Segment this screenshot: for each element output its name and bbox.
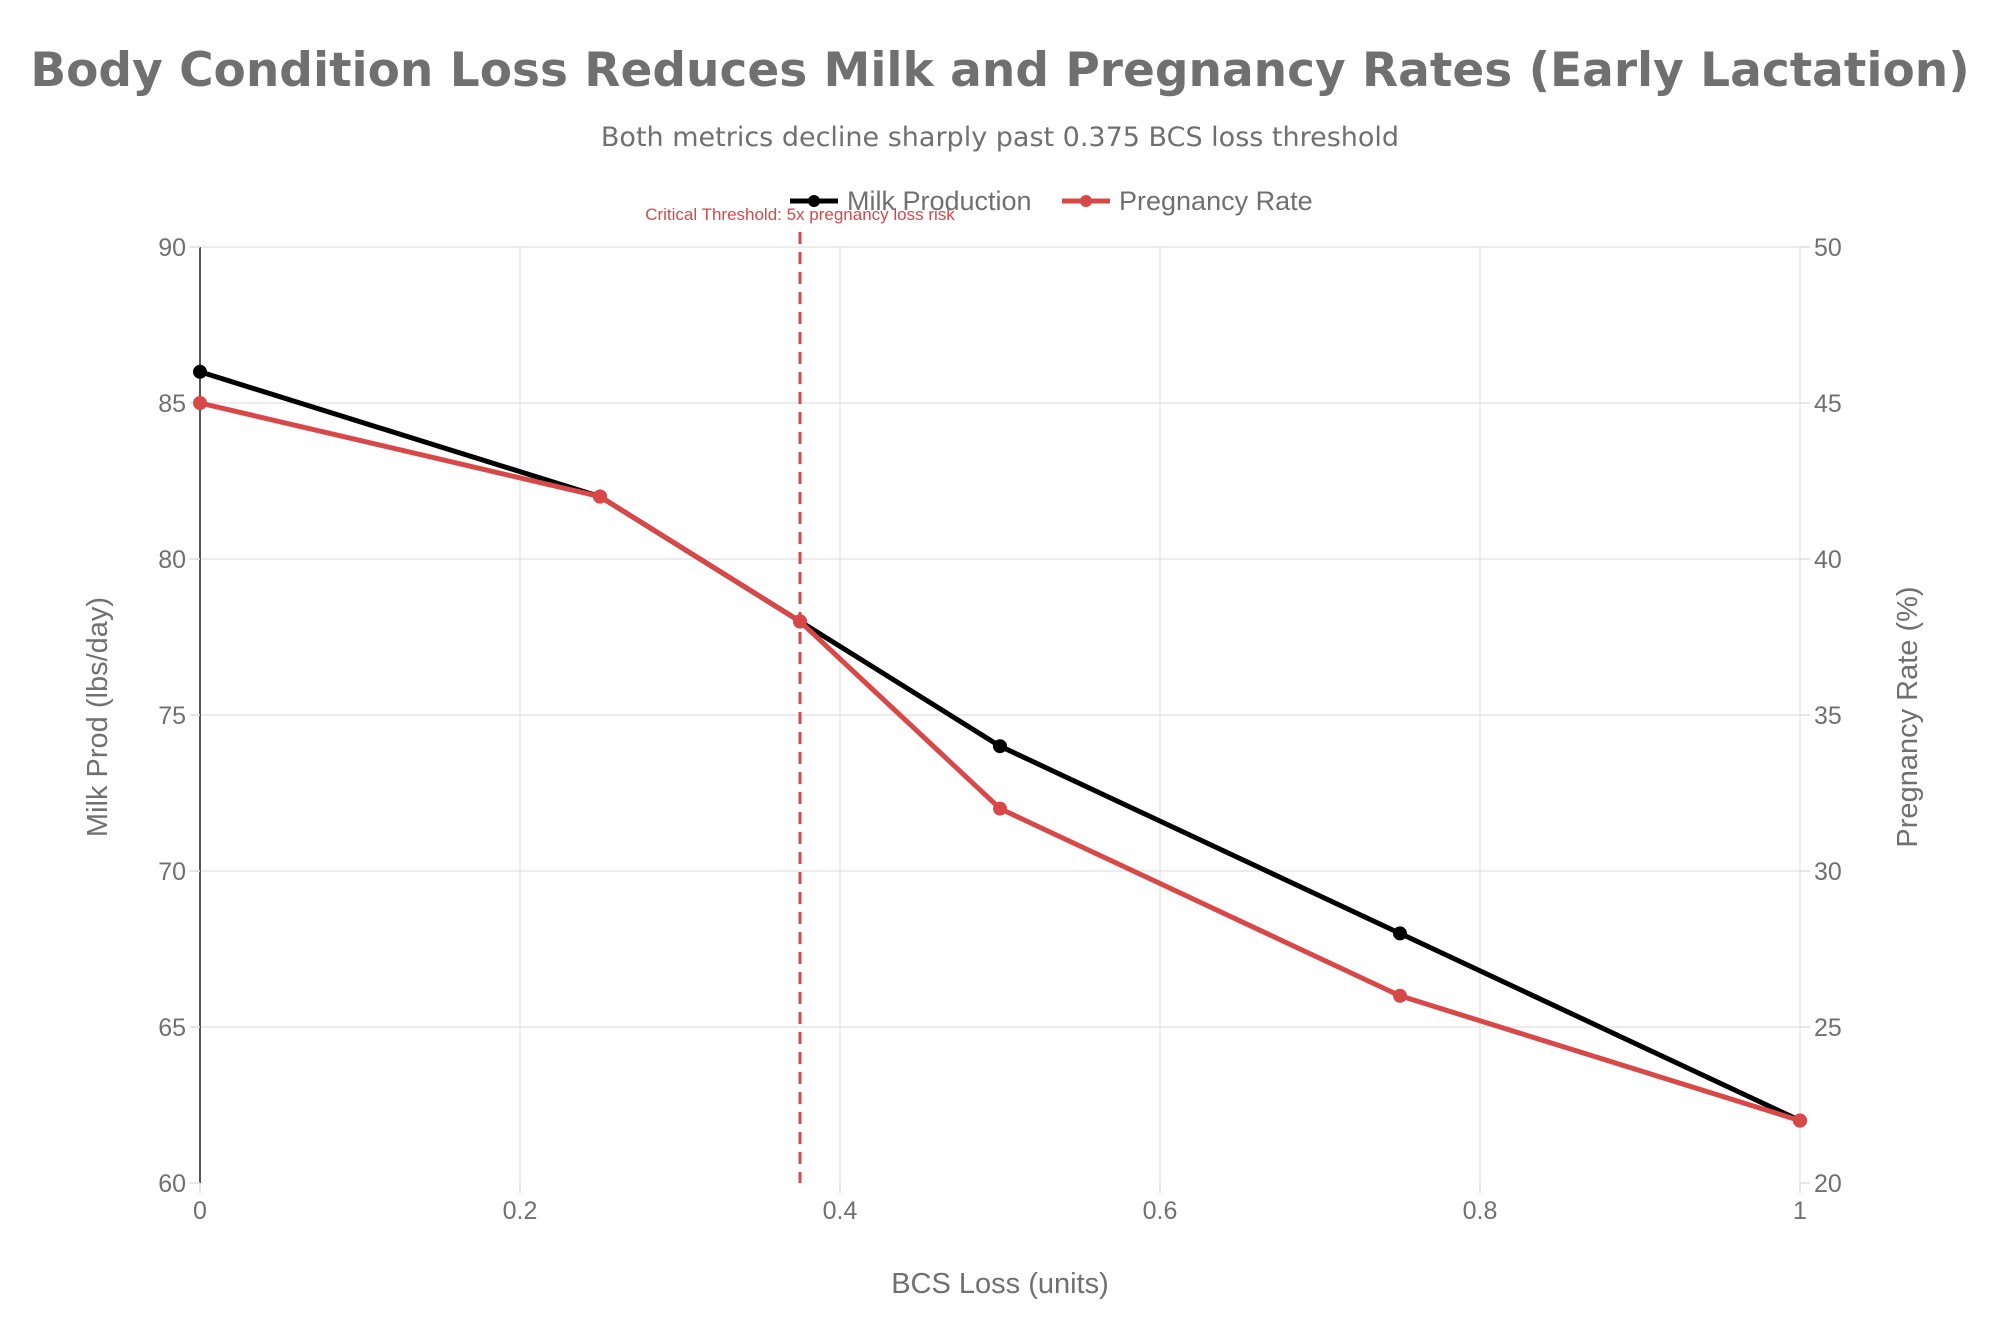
legend-label-milk-production: Milk Production <box>847 186 1032 216</box>
grid <box>200 246 1801 1183</box>
annotations: Critical Threshold: 5x pregnancy loss ri… <box>645 205 955 1183</box>
y2-tick-label: 50 <box>1814 234 1842 262</box>
data-point-pregnancy-rate[interactable] <box>1393 988 1407 1003</box>
x-tick-label: 0.2 <box>503 1197 538 1225</box>
x-tick-label: 0 <box>193 1197 207 1225</box>
y-tick-label: 85 <box>158 390 186 418</box>
y-tick-label: 75 <box>158 702 186 730</box>
y-tick-label: 70 <box>158 858 186 886</box>
x-tick-label: 0.6 <box>1143 1197 1178 1225</box>
axes: 60 65 70 75 80 85 90 20 25 30 35 40 45 50 0 0.2 0.4 0.6 0.… <box>158 234 1842 1225</box>
series-line-pregnancy-rate <box>199 400 1801 1123</box>
x-tick-label: 0.8 <box>1463 1197 1498 1225</box>
data-point-pregnancy-rate[interactable] <box>793 614 807 629</box>
data-point-milk-production[interactable] <box>193 364 207 379</box>
series-line-milk-production <box>199 369 1802 1123</box>
y-axis-label: Milk Prod (lbs/day) <box>82 597 114 837</box>
legend-marker-pregnancy-rate <box>1080 195 1092 207</box>
series <box>193 364 1807 1128</box>
y2-tick-label: 35 <box>1814 702 1842 730</box>
y2-axis-label: Pregnancy Rate (%) <box>1892 586 1924 847</box>
legend-label-pregnancy-rate: Pregnancy Rate <box>1119 186 1313 216</box>
data-point-pregnancy-rate[interactable] <box>193 396 207 410</box>
data-point-pregnancy-rate[interactable] <box>1793 1113 1807 1128</box>
x-tick-label: 0.4 <box>823 1197 858 1225</box>
chart-subtitle: Both metrics decline sharply past 0.375 … <box>601 122 1399 153</box>
y-tick-label: 60 <box>158 1170 186 1198</box>
threshold-annotation: Critical Threshold: 5x pregnancy loss ri… <box>645 205 955 224</box>
y2-tick-label: 25 <box>1814 1014 1842 1042</box>
x-tick-label: 1 <box>1793 1197 1807 1225</box>
data-point-milk-production[interactable] <box>1393 926 1407 941</box>
data-point-milk-production[interactable] <box>993 739 1007 754</box>
x-axis-label: BCS Loss (units) <box>891 1268 1109 1300</box>
legend: Milk Production Pregnancy Rate <box>790 186 1313 216</box>
legend-item-milk-production[interactable]: Milk Production <box>790 186 1032 216</box>
y2-tick-label: 20 <box>1814 1170 1842 1198</box>
y-tick-label: 90 <box>158 234 186 262</box>
y2-tick-label: 45 <box>1814 390 1842 418</box>
chart-title: Body Condition Loss Reduces Milk and Pre… <box>30 43 1969 98</box>
y-tick-label: 80 <box>158 546 186 574</box>
legend-marker-milk-production <box>808 195 820 207</box>
y2-tick-label: 40 <box>1814 546 1842 574</box>
data-point-pregnancy-rate[interactable] <box>593 489 607 504</box>
legend-item-pregnancy-rate[interactable]: Pregnancy Rate <box>1062 186 1313 216</box>
data-point-pregnancy-rate[interactable] <box>993 801 1007 816</box>
y2-tick-label: 30 <box>1814 858 1842 886</box>
y-tick-label: 65 <box>158 1014 186 1042</box>
